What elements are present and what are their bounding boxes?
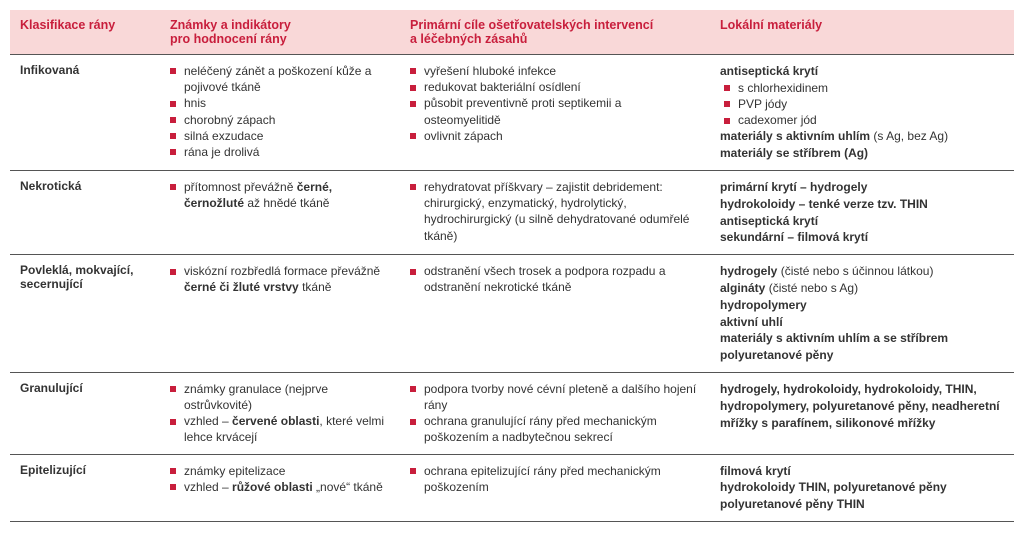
material-line: hydrokoloidy – tenké verze tzv. THIN bbox=[720, 196, 1004, 213]
cell-goals: vyřešení hluboké infekceredukovat bakter… bbox=[400, 55, 710, 171]
list-item: silná exzudace bbox=[170, 128, 390, 144]
list-item: viskózní rozbředlá formace převážně čern… bbox=[170, 263, 390, 295]
wound-classification-table: Klasifikace rány Známky a indikátorypro … bbox=[10, 10, 1014, 522]
bullet-list: viskózní rozbředlá formace převážně čern… bbox=[170, 263, 390, 295]
material-line: antiseptická krytí bbox=[720, 213, 1004, 230]
cell-classification: Epitelizující bbox=[10, 454, 160, 521]
header-signs: Známky a indikátorypro hodnocení rány bbox=[160, 10, 400, 55]
bullet-list: rehydratovat příškvary – zajistit debrid… bbox=[410, 179, 700, 244]
list-item: známky granulace (nejprve ostrůvkovité) bbox=[170, 381, 390, 413]
cell-materials: primární krytí – hydrogelyhydrokoloidy –… bbox=[710, 170, 1014, 254]
material-line: primární krytí – hydrogely bbox=[720, 179, 1004, 196]
list-item: známky epitelizace bbox=[170, 463, 390, 479]
materials-block: filmová krytíhydrokoloidy THIN, polyuret… bbox=[720, 463, 1004, 513]
list-item: neléčený zánět a poškození kůže a pojivo… bbox=[170, 63, 390, 95]
cell-signs: neléčený zánět a poškození kůže a pojivo… bbox=[160, 55, 400, 171]
table-row: Nekrotická přítomnost převážně černé, čer… bbox=[10, 170, 1014, 254]
list-item: vzhled – červené oblasti, které velmi le… bbox=[170, 413, 390, 445]
list-item: hnis bbox=[170, 95, 390, 111]
bullet-list: podpora tvorby nové cévní pleteně a dalš… bbox=[410, 381, 700, 446]
cell-classification: Granulující bbox=[10, 372, 160, 454]
material-line: polyuretanové pěny THIN bbox=[720, 496, 1004, 513]
material-line: algináty (čisté nebo s Ag) bbox=[720, 280, 1004, 297]
material-line: materiály s aktivním uhlím (s Ag, bez Ag… bbox=[720, 128, 1004, 145]
list-item: vyřešení hluboké infekce bbox=[410, 63, 700, 79]
cell-goals: rehydratovat příškvary – zajistit debrid… bbox=[400, 170, 710, 254]
list-item: ochrana granulující rány před mechanický… bbox=[410, 413, 700, 445]
table-row: Povleklá, mokvající, secernující viskózní… bbox=[10, 255, 1014, 373]
table-header: Klasifikace rány Známky a indikátorypro … bbox=[10, 10, 1014, 55]
cell-goals: podpora tvorby nové cévní pleteně a dalš… bbox=[400, 372, 710, 454]
material-line: materiály s aktivním uhlím a se stříbrem bbox=[720, 330, 1004, 347]
cell-classification: Nekrotická bbox=[10, 170, 160, 254]
list-item: s chlorhexidinem bbox=[724, 80, 1004, 96]
bullet-list: neléčený zánět a poškození kůže a pojivo… bbox=[170, 63, 390, 160]
cell-materials: hydrogely, hydrokoloidy, hydrokoloidy, T… bbox=[710, 372, 1014, 454]
bullet-list: odstranění všech trosek a podpora rozpad… bbox=[410, 263, 700, 295]
materials-block: hydrogely (čisté nebo s účinnou látkou)a… bbox=[720, 263, 1004, 364]
material-line: filmová krytí bbox=[720, 463, 1004, 480]
bullet-list: ochrana epitelizující rány před mechanic… bbox=[410, 463, 700, 495]
cell-signs: známky epitelizacevzhled – růžové oblast… bbox=[160, 454, 400, 521]
list-item: podpora tvorby nové cévní pleteně a dalš… bbox=[410, 381, 700, 413]
table-row: Infikovaná neléčený zánět a poškození kůž… bbox=[10, 55, 1014, 171]
material-line: materiály se stříbrem (Ag) bbox=[720, 145, 1004, 162]
cell-materials: antiseptická krytís chlorhexidinemPVP jó… bbox=[710, 55, 1014, 171]
materials-block: hydrogely, hydrokoloidy, hydrokoloidy, T… bbox=[720, 381, 1004, 431]
list-item: cadexomer jód bbox=[724, 112, 1004, 128]
bullet-list: známky epitelizacevzhled – růžové oblast… bbox=[170, 463, 390, 495]
header-classification: Klasifikace rány bbox=[10, 10, 160, 55]
table-row: Granulujícíznámky granulace (nejprve ost… bbox=[10, 372, 1014, 454]
material-line: aktivní uhlí bbox=[720, 314, 1004, 331]
list-item: rehydratovat příškvary – zajistit debrid… bbox=[410, 179, 700, 244]
material-line: hydrogely (čisté nebo s účinnou látkou) bbox=[720, 263, 1004, 280]
cell-materials: filmová krytíhydrokoloidy THIN, polyuret… bbox=[710, 454, 1014, 521]
cell-goals: ochrana epitelizující rány před mechanic… bbox=[400, 454, 710, 521]
header-goals: Primární cíle ošetřovatelských intervenc… bbox=[400, 10, 710, 55]
cell-signs: viskózní rozbředlá formace převážně čern… bbox=[160, 255, 400, 373]
cell-classification: Povleklá, mokvající, secernující bbox=[10, 255, 160, 373]
materials-block: primární krytí – hydrogelyhydrokoloidy –… bbox=[720, 179, 1004, 246]
material-line: hydrogely, hydrokoloidy, hydrokoloidy, T… bbox=[720, 381, 1004, 431]
material-line: sekundární – filmová krytí bbox=[720, 229, 1004, 246]
bullet-list: známky granulace (nejprve ostrůvkovité)v… bbox=[170, 381, 390, 446]
list-item: rána je drolivá bbox=[170, 144, 390, 160]
material-line: antiseptická krytí bbox=[720, 63, 1004, 80]
material-line: polyuretanové pěny bbox=[720, 347, 1004, 364]
cell-classification: Infikovaná bbox=[10, 55, 160, 171]
material-line: hydropolymery bbox=[720, 297, 1004, 314]
bullet-list: vyřešení hluboké infekceredukovat bakter… bbox=[410, 63, 700, 144]
list-item: ovlivnit zápach bbox=[410, 128, 700, 144]
list-item: přítomnost převážně černé, černožluté až… bbox=[170, 179, 390, 211]
cell-goals: odstranění všech trosek a podpora rozpad… bbox=[400, 255, 710, 373]
material-line: hydrokoloidy THIN, polyuretanové pěny bbox=[720, 479, 1004, 496]
list-item: PVP jódy bbox=[724, 96, 1004, 112]
cell-signs: známky granulace (nejprve ostrůvkovité)v… bbox=[160, 372, 400, 454]
list-item: odstranění všech trosek a podpora rozpad… bbox=[410, 263, 700, 295]
list-item: redukovat bakteriální osídlení bbox=[410, 79, 700, 95]
cell-materials: hydrogely (čisté nebo s účinnou látkou)a… bbox=[710, 255, 1014, 373]
table-body: Infikovaná neléčený zánět a poškození kůž… bbox=[10, 55, 1014, 522]
list-item: ochrana epitelizující rány před mechanic… bbox=[410, 463, 700, 495]
list-item: vzhled – růžové oblasti „nové“ tkáně bbox=[170, 479, 390, 495]
bullet-list: s chlorhexidinemPVP jódycadexomer jód bbox=[724, 80, 1004, 129]
cell-signs: přítomnost převážně černé, černožluté až… bbox=[160, 170, 400, 254]
bullet-list: přítomnost převážně černé, černožluté až… bbox=[170, 179, 390, 211]
header-materials: Lokální materiály bbox=[710, 10, 1014, 55]
materials-block: antiseptická krytís chlorhexidinemPVP jó… bbox=[720, 63, 1004, 162]
list-item: chorobný zápach bbox=[170, 112, 390, 128]
table-row: Epitelizující známky epitelizacevzhled – … bbox=[10, 454, 1014, 521]
list-item: působit preventivně proti septikemii a o… bbox=[410, 95, 700, 127]
